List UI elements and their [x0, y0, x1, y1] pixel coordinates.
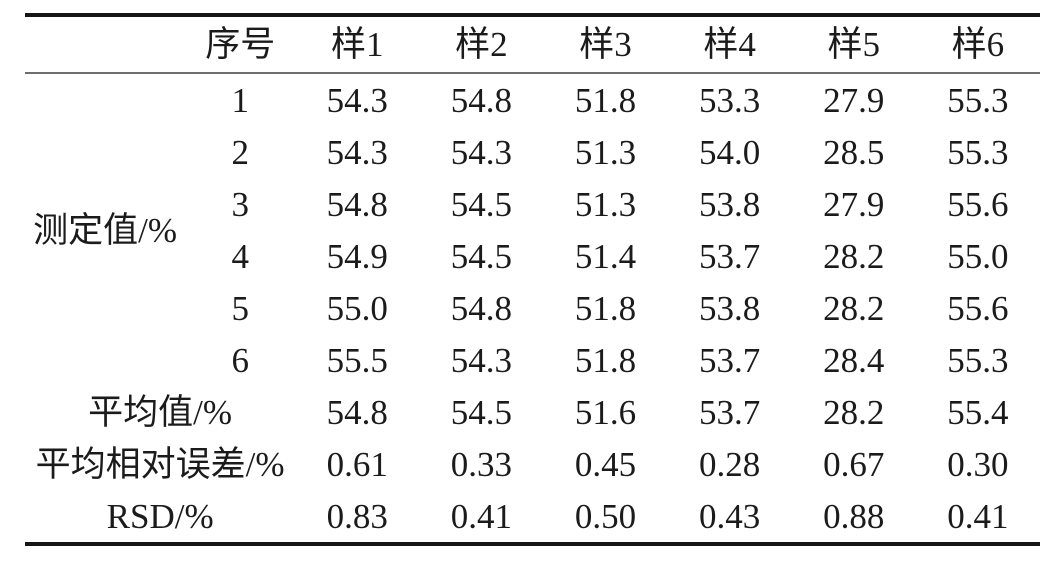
- value-cell: 53.8: [699, 288, 761, 328]
- header-row: 序号 样1 样2 样3 样4 样5 样6: [25, 15, 1040, 74]
- value-cell: 53.8: [699, 184, 761, 224]
- value-cell: 53.3: [699, 80, 761, 120]
- value-cell: 54.8: [326, 184, 388, 224]
- header-sample-5: 样5: [791, 15, 916, 74]
- measurement-row: 测定值/% 1 54.3 54.8 51.8 53.3 27.9 55.3: [25, 73, 1040, 248]
- value-cell: 51.3: [574, 132, 637, 172]
- value-cell: 55.0: [947, 236, 1009, 276]
- value-cell: 55.0: [326, 288, 388, 328]
- value-cell: 54.8: [450, 288, 513, 328]
- measurement-row: 2 54.3 54.3 51.3 54.0 28.5 55.3: [25, 126, 1040, 178]
- value-cell: 55.3: [947, 340, 1009, 380]
- header-sample-6: 样6: [915, 15, 1040, 74]
- value-cell: 0.30: [947, 444, 1009, 484]
- value-cell: 0.50: [574, 496, 637, 536]
- value-cell: 28.5: [823, 132, 885, 172]
- serial-cell: 5: [231, 288, 249, 328]
- results-table: 序号 样1 样2 样3 样4 样5 样6 测定值/% 1 54.3 54.8 5…: [25, 13, 1040, 546]
- value-cell: 0.33: [450, 444, 513, 484]
- value-cell: 27.9: [823, 80, 885, 120]
- header-serial-number: 序号: [185, 15, 296, 74]
- value-cell: 51.6: [574, 392, 637, 432]
- value-cell: 54.5: [450, 236, 513, 276]
- summary-row-mean: 平均值/% 54.8 54.5 51.6 53.7 28.2 55.4: [25, 386, 1040, 438]
- measurement-row: 5 55.0 54.8 51.8 53.8 28.2 55.6: [25, 282, 1040, 334]
- measurement-row: 6 55.5 54.3 51.8 53.7 28.4 55.3: [25, 334, 1040, 386]
- value-cell: 51.3: [574, 184, 637, 224]
- value-cell: 54.5: [450, 392, 513, 432]
- serial-cell: 4: [231, 236, 249, 276]
- value-cell: 55.4: [947, 392, 1009, 432]
- value-cell: 0.61: [326, 444, 388, 484]
- serial-cell: 6: [231, 340, 249, 380]
- value-cell: 28.4: [823, 340, 885, 380]
- value-cell: 55.3: [947, 132, 1009, 172]
- value-cell: 55.5: [326, 340, 388, 380]
- value-cell: 54.8: [450, 80, 513, 120]
- header-sample-3: 样3: [543, 15, 668, 74]
- header-sample-2: 样2: [419, 15, 544, 74]
- summary-row-rsd: RSD/% 0.83 0.41 0.50 0.43 0.88 0.41: [25, 490, 1040, 544]
- value-cell: 28.2: [823, 288, 885, 328]
- value-cell: 51.4: [574, 236, 637, 276]
- value-cell: 51.8: [574, 80, 637, 120]
- summary-label: RSD/%: [106, 496, 214, 536]
- value-cell: 53.7: [699, 340, 761, 380]
- value-cell: 54.3: [326, 80, 388, 120]
- summary-label: 平均相对误差/%: [35, 444, 285, 484]
- value-cell: 54.8: [326, 392, 388, 432]
- serial-cell: 1: [231, 80, 249, 120]
- value-cell: 0.67: [823, 444, 885, 484]
- row-group-label: 测定值/%: [33, 210, 178, 250]
- value-cell: 51.8: [574, 288, 637, 328]
- value-cell: 51.8: [574, 340, 637, 380]
- value-cell: 54.3: [450, 340, 513, 380]
- value-cell: 0.41: [947, 496, 1009, 536]
- value-cell: 0.88: [823, 496, 885, 536]
- value-cell: 27.9: [823, 184, 885, 224]
- summary-label: 平均值/%: [88, 392, 233, 432]
- value-cell: 55.6: [947, 288, 1009, 328]
- value-cell: 0.41: [450, 496, 513, 536]
- value-cell: 0.43: [699, 496, 761, 536]
- header-empty-cell: [25, 15, 186, 74]
- value-cell: 54.9: [326, 236, 388, 276]
- measurement-row: 3 54.8 54.5 51.3 53.8 27.9 55.6: [25, 178, 1040, 230]
- value-cell: 0.28: [699, 444, 761, 484]
- summary-row-mean-relative-error: 平均相对误差/% 0.61 0.33 0.45 0.28 0.67 0.30: [25, 438, 1040, 490]
- value-cell: 54.0: [699, 132, 761, 172]
- value-cell: 0.83: [326, 496, 388, 536]
- value-cell: 54.5: [450, 184, 513, 224]
- header-sample-1: 样1: [295, 15, 420, 74]
- value-cell: 55.3: [947, 80, 1009, 120]
- value-cell: 54.3: [326, 132, 388, 172]
- value-cell: 53.7: [699, 236, 761, 276]
- value-cell: 53.7: [699, 392, 761, 432]
- serial-cell: 2: [231, 132, 249, 172]
- value-cell: 55.6: [947, 184, 1009, 224]
- value-cell: 0.45: [574, 444, 637, 484]
- value-cell: 28.2: [823, 236, 885, 276]
- header-sample-4: 样4: [667, 15, 792, 74]
- measurement-row: 4 54.9 54.5 51.4 53.7 28.2 55.0: [25, 230, 1040, 282]
- value-cell: 54.3: [450, 132, 513, 172]
- value-cell: 28.2: [823, 392, 885, 432]
- serial-cell: 3: [231, 184, 249, 224]
